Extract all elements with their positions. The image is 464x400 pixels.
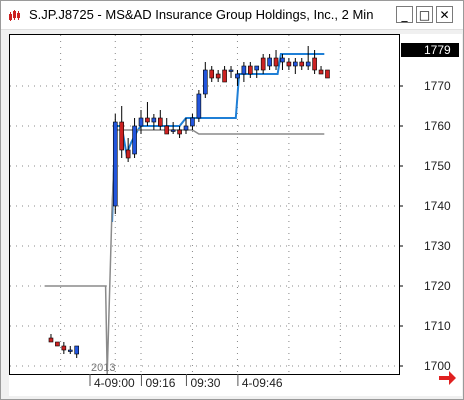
candle-body: [119, 121, 125, 151]
price-chart[interactable]: 1700 1710 1720 1730 1740 1750 1760 1770 4-09:00 0…: [9, 34, 462, 396]
candle-body: [164, 125, 170, 135]
candle-layer: [48, 46, 330, 358]
candle-body: [48, 337, 54, 343]
x-tick-label: 09:30: [190, 376, 220, 390]
candle-body: [286, 61, 292, 67]
last-price-label: 1779: [424, 43, 451, 57]
candle-body: [157, 117, 163, 127]
minimize-button[interactable]: _: [396, 6, 413, 23]
y-tick-label: 1710: [424, 319, 451, 333]
title-bar[interactable]: S.JP.J8725 - MS&AD Insurance Group Holdi…: [1, 1, 463, 30]
y-tick-label: 1720: [424, 279, 451, 293]
candle-body: [196, 93, 202, 119]
candle-body: [312, 57, 317, 71]
candle-body: [67, 349, 73, 352]
candle-body: [74, 345, 79, 355]
candle-body: [203, 69, 208, 95]
candle-body: [280, 57, 285, 63]
axis-layer: 1700 1710 1720 1730 1740 1750 1760 1770 4-09:00 0…: [89, 43, 459, 390]
candle-body: [145, 117, 150, 123]
candle-body: [112, 121, 118, 207]
candle-body: [235, 73, 240, 79]
candle-body: [318, 69, 324, 75]
candle-body: [55, 341, 60, 347]
candle-body: [125, 149, 131, 159]
candle-body: [228, 69, 234, 72]
chart-area[interactable]: 1700 1710 1720 1730 1740 1750 1760 1770 4-09:00 0…: [9, 34, 462, 396]
candle-body: [273, 57, 279, 67]
candle-body: [299, 61, 305, 67]
candle-body: [177, 129, 182, 135]
candle-body: [61, 345, 67, 351]
window-title: S.JP.J8725 - MS&AD Insurance Group Holdi…: [29, 7, 374, 22]
candle-body: [138, 117, 144, 127]
candle-body: [325, 69, 330, 79]
y-tick-label: 1750: [424, 159, 451, 173]
candle-body: [132, 125, 137, 155]
candle-body: [305, 61, 311, 67]
y-tick-label: 1740: [424, 199, 451, 213]
candle-body: [267, 57, 272, 67]
candle-body: [260, 57, 266, 71]
last-price-box: [401, 43, 459, 57]
candle-body: [254, 65, 260, 71]
candle-body: [151, 117, 157, 123]
candle-body: [293, 61, 298, 67]
candle-body: [170, 129, 176, 132]
candle-body: [209, 69, 215, 79]
y-tick-label: 1730: [424, 239, 451, 253]
candle-body: [183, 125, 189, 131]
year-label: 2013: [91, 362, 115, 374]
x-tick-label: 09:16: [145, 376, 175, 390]
x-tick-label: 4-09:46: [242, 376, 283, 390]
x-tick-label: 4-09:00: [94, 376, 135, 390]
close-button[interactable]: ✕: [436, 6, 453, 23]
candle-body: [190, 117, 195, 127]
candle-body: [222, 69, 227, 83]
candle-body: [248, 65, 253, 75]
indicator-line-1: [44, 129, 325, 375]
maximize-button[interactable]: □: [416, 6, 433, 23]
y-tick-label: 1770: [424, 79, 451, 93]
y-tick-label: 1700: [424, 359, 451, 373]
candle-body: [241, 65, 247, 75]
candle-body: [215, 73, 221, 79]
candlestick-app-icon: [9, 10, 20, 21]
scroll-right-arrow-icon[interactable]: [439, 371, 456, 385]
y-tick-label: 1760: [424, 119, 451, 133]
